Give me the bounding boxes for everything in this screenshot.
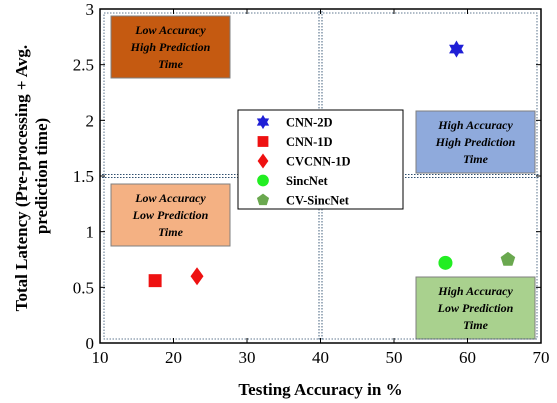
y-tick-label: 0.5 xyxy=(73,278,94,297)
x-axis-label: Testing Accuracy in % xyxy=(238,380,402,399)
region-box-top-left xyxy=(110,15,231,79)
y-axis-label-line-1: Total Latency (Pre-processing + Avg. xyxy=(12,45,31,311)
y-tick-label: 1 xyxy=(86,223,95,242)
region-bottom-left-text-2: Low Prediction xyxy=(132,208,209,222)
region-bottom-right-text-2: Low Prediction xyxy=(437,301,514,315)
y-tick-label: 2.5 xyxy=(73,56,94,75)
x-tick-label: 70 xyxy=(533,348,550,367)
region-box-bottom-right xyxy=(415,276,536,340)
legend-marker-cv-sincnet xyxy=(256,193,270,206)
region-top-left-text-2: High Prediction xyxy=(130,40,211,54)
region-top-left-text-1: Low Accuracy xyxy=(134,23,206,37)
y-tick-label: 0 xyxy=(86,334,95,353)
x-tick-label: 10 xyxy=(92,348,109,367)
region-bottom-right-text-1: High Accuracy xyxy=(437,284,513,298)
legend-marker-cnn-1d xyxy=(257,136,269,147)
legend-marker-cvcnn-1d xyxy=(257,153,269,169)
region-top-left: Low Accuracy High Prediction Time xyxy=(110,15,231,79)
legend-label-cnn-1d: CNN-1D xyxy=(286,135,333,149)
legend-label-cv-sincnet: CV-SincNet xyxy=(286,194,350,208)
legend-label-cvcnn-1d: CVCNN-1D xyxy=(286,155,351,169)
region-top-right-text-1: High Accuracy xyxy=(437,118,513,132)
x-tick-label: 50 xyxy=(386,348,403,367)
y-axis-label: Total Latency (Pre-processing + Avg. pre… xyxy=(12,41,51,312)
region-bottom-left-text-3: Time xyxy=(158,225,184,239)
region-top-right-text-3: Time xyxy=(463,152,489,166)
region-top-right-text-2: High Prediction xyxy=(435,135,516,149)
data-point-cnn-2d xyxy=(449,40,464,58)
legend-marker-cnn-2d xyxy=(256,114,270,130)
x-tick-label: 30 xyxy=(239,348,256,367)
data-point-cv-sincnet xyxy=(500,251,516,266)
legend-marker-sincnet xyxy=(257,174,269,187)
region-top-right: High Accuracy High Prediction Time xyxy=(415,110,536,174)
y-tick-label: 1.5 xyxy=(73,167,94,186)
legend-label-sincnet: SincNet xyxy=(286,174,329,188)
legend: CNN-2D CNN-1D CVCNN-1D SincNet CV-SincNet xyxy=(237,109,404,210)
region-bottom-right: High Accuracy Low Prediction Time xyxy=(415,276,536,340)
region-bottom-left: Low Accuracy Low Prediction Time xyxy=(110,183,231,247)
region-box-bottom-left xyxy=(110,183,231,247)
x-tick-label: 60 xyxy=(459,348,476,367)
data-points xyxy=(148,40,516,288)
data-point-cvcnn-1d xyxy=(190,267,204,286)
x-tick-label: 20 xyxy=(165,348,182,367)
region-bottom-left-text-1: Low Accuracy xyxy=(134,191,206,205)
data-point-sincnet xyxy=(438,255,453,270)
legend-label-cnn-2d: CNN-2D xyxy=(286,116,333,130)
region-bottom-right-text-3: Time xyxy=(463,318,489,332)
y-tick-label: 3 xyxy=(86,0,95,19)
x-tick-label: 40 xyxy=(312,348,329,367)
data-point-cnn-1d xyxy=(148,274,162,288)
y-axis-label-line-2: prediction time) xyxy=(32,118,51,234)
axis-ticks: 10 20 30 40 50 60 70 0 0.5 1 1.5 2 2.5 3 xyxy=(73,0,550,367)
y-tick-label: 2 xyxy=(86,111,95,130)
region-box-top-right xyxy=(415,110,536,174)
region-top-left-text-3: Time xyxy=(158,57,184,71)
